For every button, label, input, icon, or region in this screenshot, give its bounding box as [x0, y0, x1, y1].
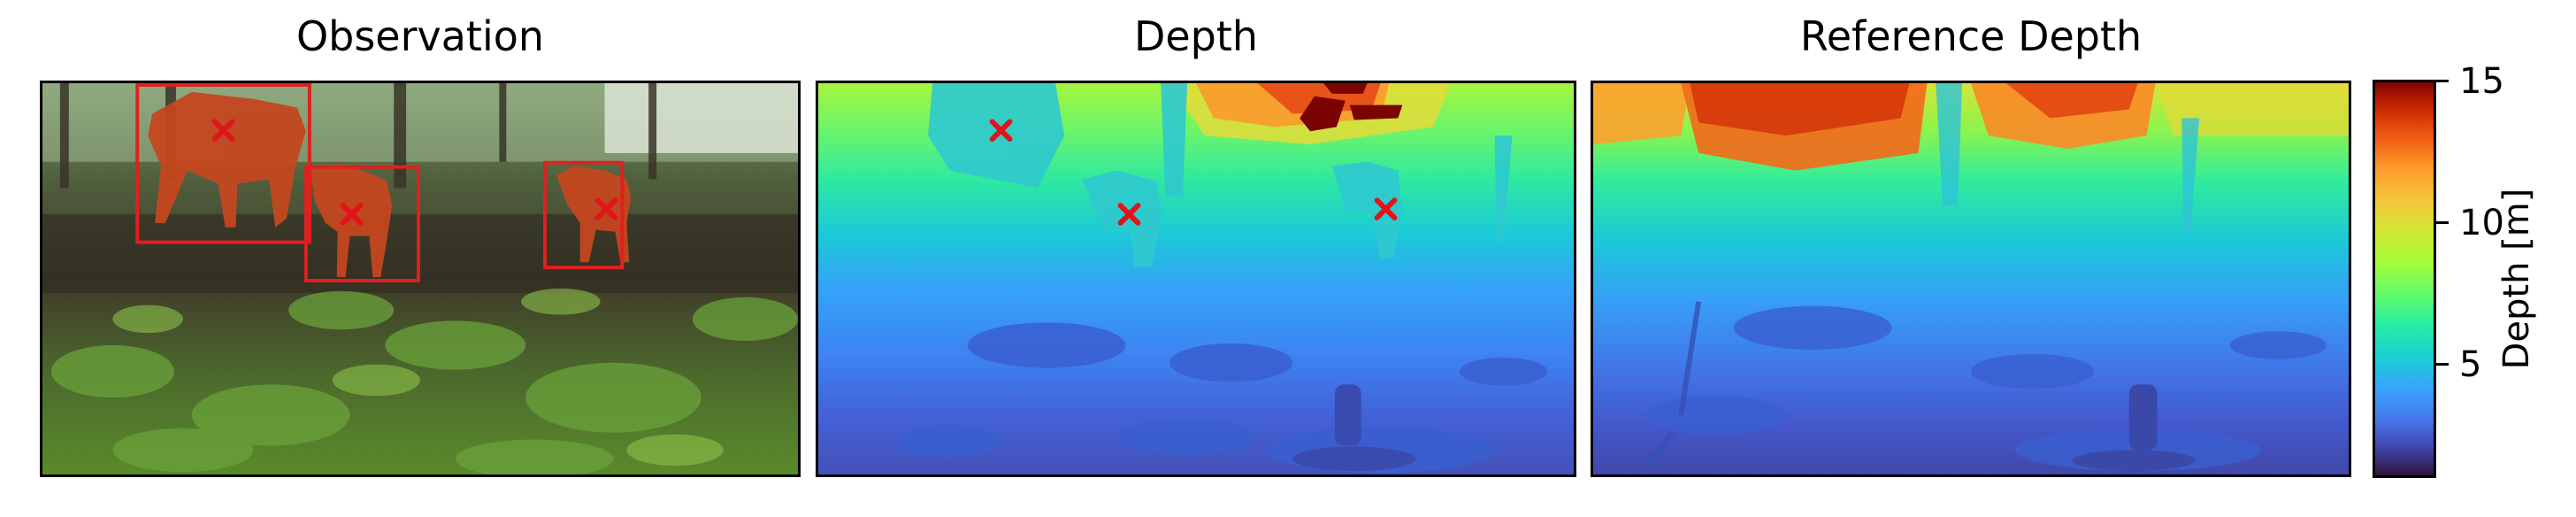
keypoint-marker: [1374, 197, 1398, 220]
observation-title: Observation: [295, 12, 545, 60]
colorbar-tick: [2436, 363, 2449, 366]
deer-bounding-box: [135, 83, 311, 244]
deer-bounding-box: [303, 165, 420, 282]
colorbar-tick-label: 5: [2459, 344, 2482, 385]
depth-title: Depth: [1133, 12, 1259, 60]
reference-depth-map: [1593, 83, 2349, 475]
colorbar-tick: [2436, 80, 2449, 82]
reference-depth-title: Reference Depth: [1799, 12, 2143, 60]
deer-bounding-box: [543, 160, 625, 270]
colorbar-tick-label: 15: [2459, 61, 2504, 102]
colorbar-label: Depth [m]: [2496, 188, 2537, 370]
depth-map: [818, 83, 1574, 475]
depth-colorbar: [2373, 80, 2436, 478]
keypoint-marker: [340, 203, 364, 226]
keypoint-marker: [1117, 203, 1141, 226]
colorbar-tick: [2436, 221, 2449, 224]
colorbar-tick-label: 10: [2459, 203, 2504, 243]
keypoint-marker: [211, 119, 235, 143]
observation-image: [42, 83, 798, 475]
keypoint-marker: [594, 197, 618, 220]
observation-panel: [40, 81, 801, 477]
keypoint-marker: [989, 119, 1013, 143]
depth-panel: [816, 81, 1576, 477]
reference-depth-panel: [1591, 81, 2351, 477]
